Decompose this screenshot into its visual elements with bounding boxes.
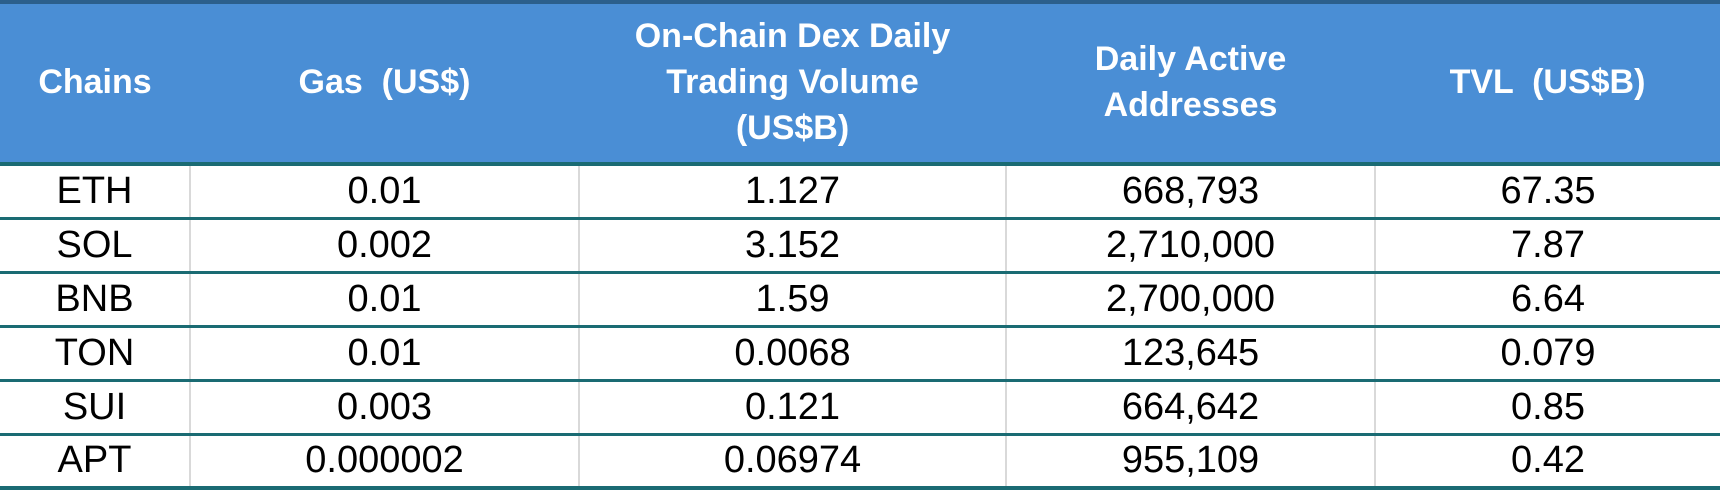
table-row-bnb: BNB 0.01 1.59 2,700,000 6.64	[0, 272, 1720, 328]
table-cell-daa: 955,109	[1005, 434, 1375, 490]
table-cell-dex-volume: 0.06974	[578, 434, 1006, 490]
chain-name-cell: BNB	[0, 272, 190, 328]
table-cell-dex-volume: 0.121	[578, 380, 1006, 436]
column-header-tvl: TVL (US$B)	[1375, 0, 1720, 166]
table-cell-gas: 0.002	[189, 218, 579, 274]
column-header-gas: Gas (US$)	[190, 0, 579, 166]
table-cell-gas: 0.01	[189, 164, 579, 220]
table-cell-tvl: 67.35	[1374, 164, 1720, 220]
chain-name-cell: TON	[0, 326, 190, 382]
table-row-ton: TON 0.01 0.0068 123,645 0.079	[0, 326, 1720, 382]
table-cell-gas: 0.01	[189, 272, 579, 328]
table-row-eth: ETH 0.01 1.127 668,793 67.35	[0, 164, 1720, 220]
table-cell-gas: 0.000002	[189, 434, 579, 490]
table-cell-tvl: 0.42	[1374, 434, 1720, 490]
table-cell-gas: 0.003	[189, 380, 579, 436]
chain-name-cell: ETH	[0, 164, 190, 220]
table-cell-daa: 123,645	[1005, 326, 1375, 382]
table-row-sol: SOL 0.002 3.152 2,710,000 7.87	[0, 218, 1720, 274]
table-cell-dex-volume: 3.152	[578, 218, 1006, 274]
table-row-sui: SUI 0.003 0.121 664,642 0.85	[0, 380, 1720, 436]
table-cell-dex-volume: 0.0068	[578, 326, 1006, 382]
column-header-chains: Chains	[0, 0, 190, 166]
chain-name-cell: SOL	[0, 218, 190, 274]
table-cell-daa: 2,710,000	[1005, 218, 1375, 274]
table-cell-tvl: 0.85	[1374, 380, 1720, 436]
table-cell-daa: 2,700,000	[1005, 272, 1375, 328]
table-cell-dex-volume: 1.127	[578, 164, 1006, 220]
column-header-daa: Daily Active Addresses	[1006, 0, 1375, 166]
table-cell-dex-volume: 1.59	[578, 272, 1006, 328]
table-cell-tvl: 6.64	[1374, 272, 1720, 328]
column-header-dex-volume: On-Chain Dex Daily Trading Volume (US$B)	[579, 0, 1006, 166]
header-row: Chains Gas (US$) On-Chain Dex Daily Tradin…	[0, 0, 1720, 166]
table-cell-daa: 664,642	[1005, 380, 1375, 436]
chain-name-cell: SUI	[0, 380, 190, 436]
table-body: ETH 0.01 1.127 668,793 67.35 SOL 0.002 3.152 2,7…	[0, 164, 1720, 490]
table-row-apt: APT 0.000002 0.06974 955,109 0.42	[0, 434, 1720, 490]
table-cell-tvl: 0.079	[1374, 326, 1720, 382]
table-cell-gas: 0.01	[189, 326, 579, 382]
table-header: Chains Gas (US$) On-Chain Dex Daily Tradin…	[0, 0, 1720, 166]
table-cell-tvl: 7.87	[1374, 218, 1720, 274]
table-cell-daa: 668,793	[1005, 164, 1375, 220]
chain-name-cell: APT	[0, 434, 190, 490]
